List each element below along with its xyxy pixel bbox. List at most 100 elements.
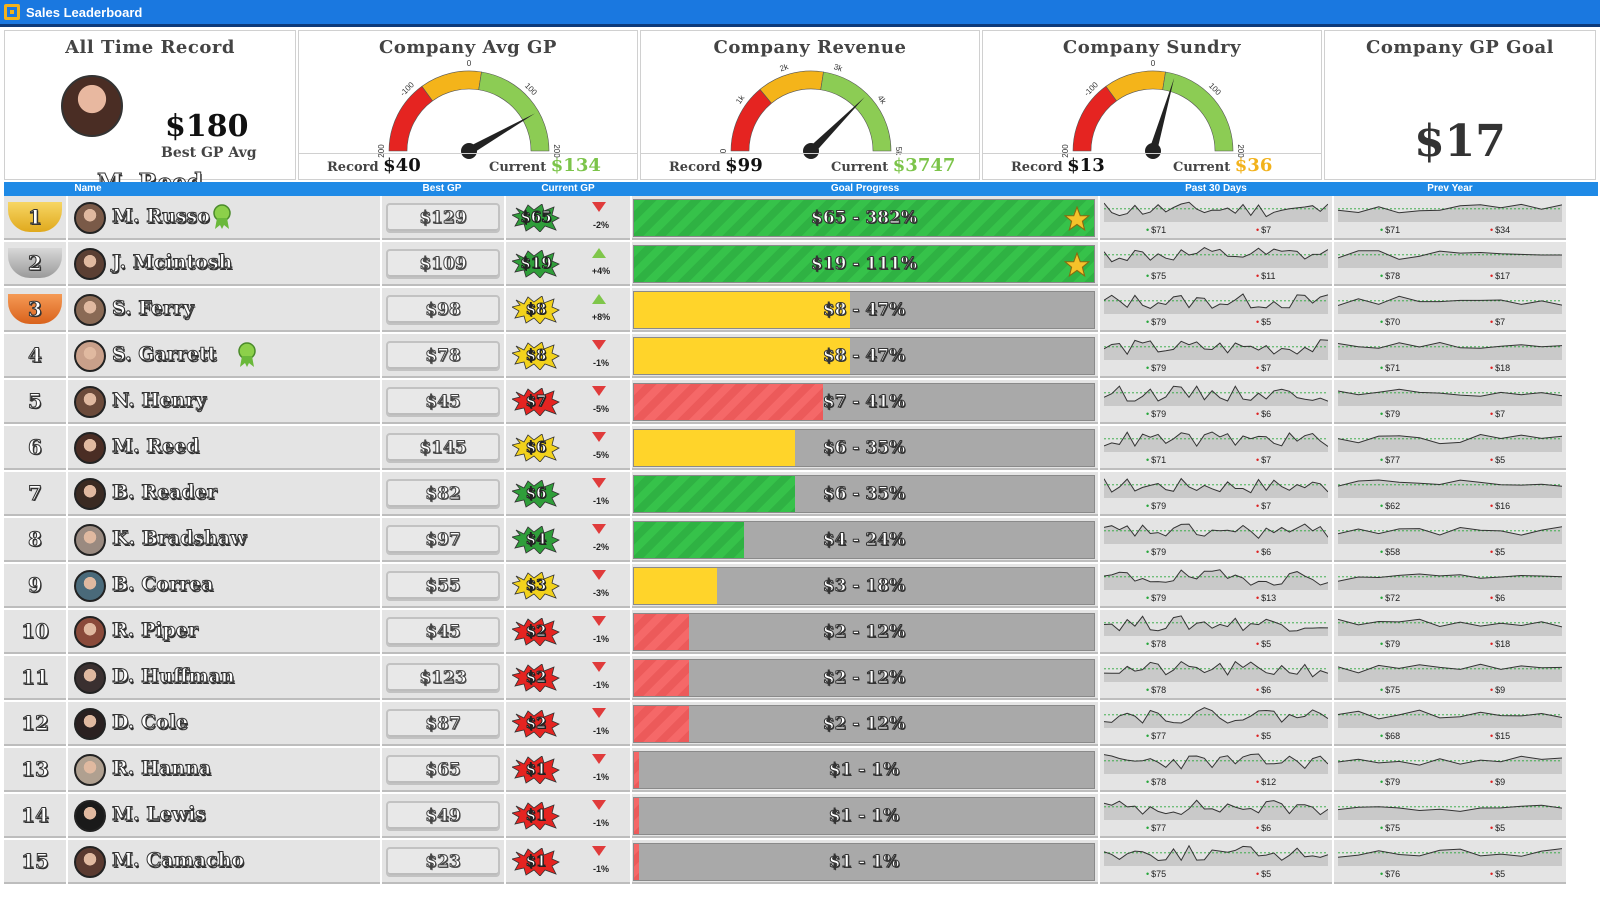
goal-progress-cell: $3 - 18% (632, 564, 1098, 608)
trend-percent: -1% (592, 496, 609, 506)
name-cell[interactable]: D. Cole (68, 702, 380, 746)
trend-percent: +4% (591, 266, 611, 276)
name-cell[interactable]: N. Henry (68, 380, 380, 424)
goal-progress-label: $6 - 35% (822, 438, 906, 459)
prev-year-low: $16 (1490, 501, 1510, 511)
prev-year-low: $5 (1490, 547, 1505, 557)
avatar (74, 386, 106, 418)
past-30-low: $6 (1256, 685, 1271, 695)
name-cell[interactable]: S. Garrett (68, 334, 380, 378)
table-row[interactable]: 1 M. Russo $129 $65 -2% (0, 196, 1600, 242)
gauge-tick-label: 200 (1236, 144, 1245, 158)
table-row[interactable]: 8 K. Bradshaw $97 $4 -2% (0, 518, 1600, 564)
goal-progress-bar: $6 - 35% (633, 429, 1095, 467)
name-cell[interactable]: M. Camacho (68, 840, 380, 884)
name-cell[interactable]: M. Reed (68, 426, 380, 470)
best-gp-cell: $123 (382, 656, 504, 700)
goal-progress-fill (634, 844, 639, 880)
name-cell[interactable]: R. Hanna (68, 748, 380, 792)
current-gp-badge: $2 (510, 617, 560, 647)
table-row[interactable]: 11 D. Huffman $123 $2 -1% (0, 656, 1600, 702)
table-row[interactable]: 5 N. Henry $45 $7 -5% $7 (0, 380, 1600, 426)
trend-down-icon (592, 570, 606, 580)
name-cell[interactable]: K. Bradshaw (68, 518, 380, 562)
name-cell[interactable]: D. Huffman (68, 656, 380, 700)
salesperson-name: S. Ferry (112, 297, 195, 320)
past-30-low: $7 (1256, 455, 1271, 465)
rank-cell: 14 (4, 794, 66, 838)
rank-number: 14 (21, 803, 50, 828)
all-time-record-panel: All Time Record $180 Best GP Avg M. Reed (4, 30, 296, 197)
table-row[interactable]: 4 S. Garrett $78 $8 -1% (0, 334, 1600, 380)
prev-year-low: $5 (1490, 455, 1505, 465)
prev-year-low: $18 (1490, 363, 1510, 373)
sparkline (1104, 707, 1328, 728)
sparkline (1104, 799, 1328, 820)
goal-progress-label: $4 - 24% (822, 530, 906, 551)
best-gp-cell: $82 (382, 472, 504, 516)
name-cell[interactable]: M. Russo (68, 196, 380, 240)
goal-star-icon (1064, 206, 1090, 232)
table-row[interactable]: 9 B. Correa $55 $3 -3% $ (0, 564, 1600, 610)
past-30-high: $77 (1146, 823, 1166, 833)
salesperson-name: D. Huffman (112, 665, 236, 688)
current-gp-value: $65 (520, 208, 552, 227)
current-gp-value: $6 (525, 438, 547, 457)
name-cell[interactable]: J. Mcintosh (68, 242, 380, 286)
trend-percent: -1% (592, 358, 609, 368)
past-30-low: $6 (1256, 547, 1271, 557)
sparkline (1104, 477, 1328, 498)
sparkline-line (1104, 385, 1328, 402)
table-row[interactable]: 10 R. Piper $45 $2 -1% $ (0, 610, 1600, 656)
burst-badge-icon (510, 663, 560, 693)
past-30-high: $79 (1146, 547, 1166, 557)
prev-year-low: $34 (1490, 225, 1510, 235)
burst-badge-icon (510, 387, 560, 417)
name-cell[interactable]: R. Piper (68, 610, 380, 654)
best-gp-value: $45 (386, 387, 500, 417)
app-logo-icon (4, 4, 20, 20)
burst-badge-icon (510, 433, 560, 463)
past-30-days-cell: $79 $6 (1100, 380, 1332, 424)
sparkline (1338, 388, 1562, 406)
table-row[interactable]: 7 B. Reader $82 $6 -1% $ (0, 472, 1600, 518)
record-value: $40 (383, 155, 421, 176)
table-row[interactable]: 15 M. Camacho $23 $1 -1% (0, 840, 1600, 886)
sparkline (1104, 247, 1328, 268)
prev-year-high: $70 (1380, 317, 1400, 327)
goal-title: Company GP Goal (1366, 37, 1554, 58)
avatar (74, 248, 106, 280)
table-row[interactable]: 14 M. Lewis $49 $1 -1% $ (0, 794, 1600, 840)
trend-percent: -1% (592, 726, 609, 736)
trend-percent: -5% (592, 404, 609, 414)
name-cell[interactable]: S. Ferry (68, 288, 380, 332)
best-gp-value: $23 (386, 847, 500, 877)
record-holder-avatar (61, 75, 123, 137)
table-row[interactable]: 6 M. Reed $145 $6 -5% $6 (0, 426, 1600, 472)
table-row[interactable]: 13 R. Hanna $65 $1 -1% $ (0, 748, 1600, 794)
gauge-hub (803, 143, 819, 159)
burst-badge-icon (510, 801, 560, 831)
name-cell[interactable]: B. Reader (68, 472, 380, 516)
prev-year-low: $6 (1490, 593, 1505, 603)
gauge-hub (461, 143, 477, 159)
gauge-tick-label: 4k (876, 94, 889, 107)
sparkline-line (1338, 250, 1562, 260)
past-30-low: $5 (1256, 639, 1271, 649)
past-30-high: $78 (1146, 639, 1166, 649)
salesperson-name: B. Reader (112, 481, 218, 504)
table-row[interactable]: 2 J. Mcintosh $109 $19 +4% (0, 242, 1600, 288)
name-cell[interactable]: M. Lewis (68, 794, 380, 838)
past-30-low: $7 (1256, 363, 1271, 373)
goal-progress-fill (634, 706, 690, 742)
trend-down-icon (592, 202, 606, 212)
sparkline-area (1338, 619, 1562, 636)
rank-number: 2 (28, 251, 43, 276)
goal-progress-cell: $65 - 382% (632, 196, 1098, 240)
best-gp-cell: $97 (382, 518, 504, 562)
name-cell[interactable]: B. Correa (68, 564, 380, 608)
table-row[interactable]: 3 S. Ferry $98 $8 +8% $8 (0, 288, 1600, 334)
table-row[interactable]: 12 D. Cole $87 $2 -1% $2 (0, 702, 1600, 748)
salesperson-name: M. Lewis (112, 803, 207, 826)
